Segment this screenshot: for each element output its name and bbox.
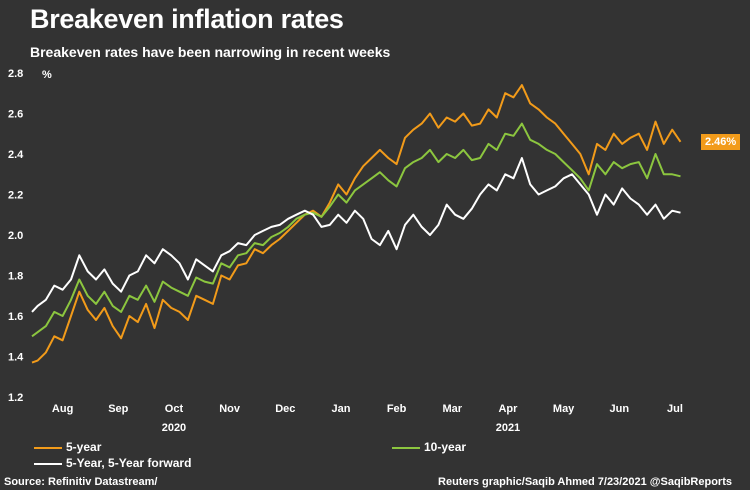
last-value-label: 2.46% [701, 134, 741, 150]
x-tick-label: Jan [331, 403, 350, 415]
legend-item-10-year: 10-year [392, 440, 466, 454]
x-tick-label: Nov [219, 403, 241, 415]
x-tick-label: Oct [165, 403, 184, 415]
series-line-5-year-5-year-forward [31, 157, 681, 313]
x-tick-label: Sep [108, 403, 128, 415]
chart-subtitle: Breakeven rates have been narrowing in r… [30, 44, 391, 60]
legend-swatch-5-year [34, 446, 62, 449]
y-axis-unit-label: % [42, 69, 52, 81]
legend-label-5y5y-forward: 5-Year, 5-Year forward [66, 456, 192, 470]
x-tick-label: Jul [667, 403, 683, 415]
x-tick-label: Aug [52, 403, 73, 415]
x-tick-label: Dec [275, 403, 295, 415]
y-tick-label: 2.6 [8, 109, 23, 121]
source-note: Source: Refinitiv Datastream/ [4, 476, 158, 488]
chart-title: Breakeven inflation rates [30, 4, 344, 34]
y-tick-label: 2.0 [8, 230, 23, 242]
legend-item-5-year: 5-year [34, 440, 101, 454]
x-tick-label: Feb [387, 403, 407, 415]
x-tick-label: Apr [498, 403, 518, 415]
legend-swatch-10-year [392, 446, 420, 449]
y-tick-label: 2.4 [8, 149, 24, 161]
legend-label-10-year: 10-year [424, 440, 467, 454]
series-line-10-year [31, 122, 681, 338]
y-tick-label: 1.6 [8, 311, 23, 323]
y-axis-ticks: 2.8 2.6 2.4 2.2 2.0 1.8 1.6 1.4 1.2 [8, 68, 24, 404]
y-tick-label: 1.8 [8, 271, 23, 283]
y-tick-label: 1.2 [8, 392, 23, 404]
credit-note: Reuters graphic/Saqib Ahmed 7/23/2021 @S… [438, 476, 732, 488]
series-line-5-year [31, 84, 682, 364]
y-tick-label: 1.4 [8, 352, 24, 364]
x-axis-ticks: Aug Sep Oct Nov Dec Jan Feb Mar Apr May Jun Jul 2020… [52, 403, 683, 434]
x-year-label: 2020 [162, 422, 186, 434]
x-tick-label: May [553, 403, 575, 415]
x-tick-label: Jun [610, 403, 630, 415]
legend-swatch-5y5y-forward [34, 462, 62, 465]
legend-label-5-year: 5-year [66, 440, 102, 454]
y-tick-label: 2.8 [8, 68, 23, 80]
y-tick-label: 2.2 [8, 190, 23, 202]
x-year-label: 2021 [496, 422, 520, 434]
x-tick-label: Mar [443, 403, 463, 415]
series-lines [31, 84, 682, 364]
legend-item-5y5y-forward: 5-Year, 5-Year forward [34, 456, 191, 470]
